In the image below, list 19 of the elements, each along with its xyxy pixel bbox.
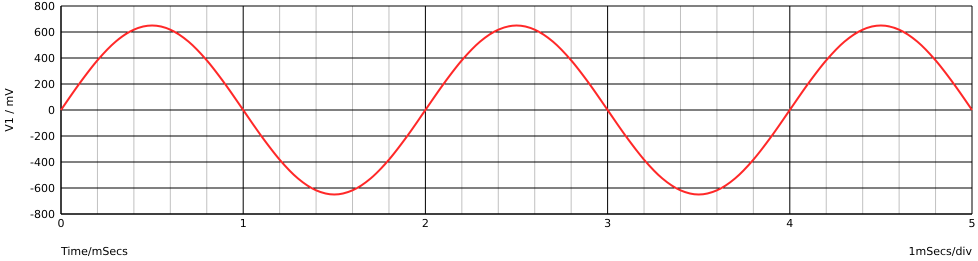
x-tick-label: 4 <box>786 217 794 230</box>
x-axis-title: Time/mSecs <box>60 245 128 258</box>
x-tick-label: 2 <box>422 217 429 230</box>
x-tick-label: 0 <box>58 217 64 230</box>
y-tick-label: -400 <box>30 156 55 169</box>
y-axis-title: V1 / mV <box>3 88 16 132</box>
y-tick-label: -200 <box>30 130 55 143</box>
x-tick-label: 3 <box>604 217 612 230</box>
line-series <box>60 24 973 196</box>
x-tick-label: 5 <box>968 217 976 230</box>
y-tick-label: -600 <box>30 182 55 195</box>
x-tick-label: 1 <box>240 217 247 230</box>
y-tick-label: -800 <box>30 208 55 221</box>
text: 1mSecs/div <box>908 245 972 258</box>
y-tick-label: 400 <box>34 52 55 65</box>
y-tick-label: 600 <box>34 26 55 39</box>
y-tick-label: 200 <box>34 78 55 91</box>
y-tick-label: 800 <box>34 0 55 13</box>
y-tick-label: 0 <box>48 104 55 117</box>
